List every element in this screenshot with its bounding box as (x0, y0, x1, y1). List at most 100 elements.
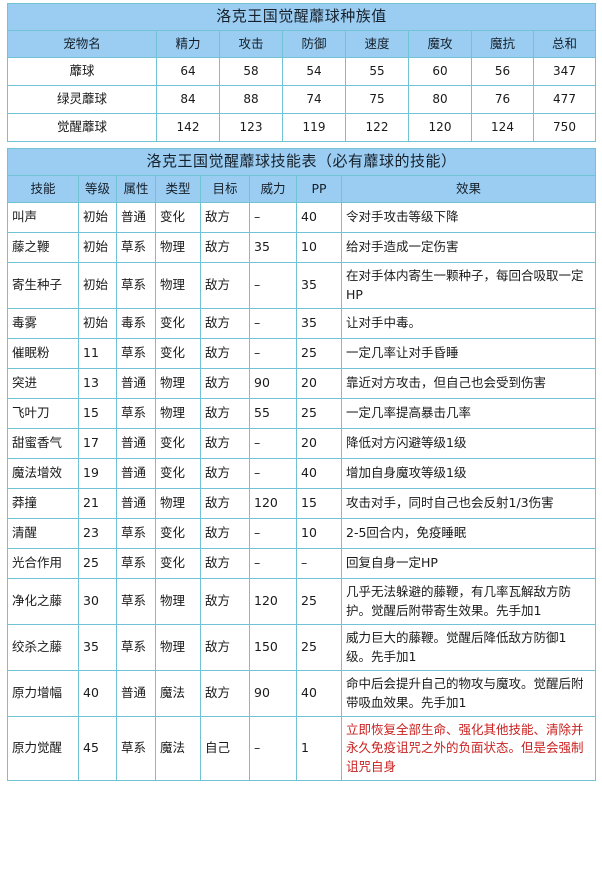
skill-pp: 10 (296, 518, 342, 549)
stat-total: 347 (532, 57, 597, 86)
skill-category: 物理 (155, 232, 201, 263)
skill-power: – (249, 518, 297, 549)
skill-name: 光合作用 (7, 548, 79, 579)
stat-atk: 88 (219, 85, 283, 114)
skill-level: 17 (78, 428, 117, 459)
skill-target: 敌方 (200, 398, 250, 429)
skill-element: 草系 (116, 716, 156, 781)
skill-target: 敌方 (200, 458, 250, 489)
skill-target: 敌方 (200, 368, 250, 399)
skills-col-element: 属性 (116, 175, 156, 203)
stat-spd: 55 (345, 57, 409, 86)
table-row: 光合作用 25 草系 变化 敌方 – – 回复自身一定HP (7, 548, 597, 579)
pet-name: 觉醒蘼球 (7, 113, 157, 142)
stats-col-spd: 速度 (345, 30, 409, 58)
skill-target: 敌方 (200, 670, 250, 717)
skill-target: 敌方 (200, 232, 250, 263)
skill-level: 45 (78, 716, 117, 781)
stat-matk: 120 (408, 113, 472, 142)
skill-category: 魔法 (155, 670, 201, 717)
skill-effect: 一定几率让对手昏睡 (340, 338, 597, 369)
skill-name: 飞叶刀 (7, 398, 79, 429)
skill-element: 普通 (116, 670, 156, 717)
skill-power: – (249, 308, 297, 339)
skill-level: 40 (78, 670, 117, 717)
table-row: 清醒 23 草系 变化 敌方 – 10 2-5回合内，免疫睡眠 (7, 518, 597, 549)
stats-col-hp: 精力 (156, 30, 220, 58)
skill-target: 敌方 (200, 338, 250, 369)
skill-category: 变化 (155, 548, 201, 579)
stat-def: 74 (282, 85, 346, 114)
skill-element: 草系 (116, 262, 156, 309)
skill-power: 90 (249, 368, 297, 399)
skill-pp: 25 (296, 338, 342, 369)
skill-element: 草系 (116, 398, 156, 429)
skill-level: 19 (78, 458, 117, 489)
skill-name: 叫声 (7, 202, 79, 233)
skill-element: 普通 (116, 428, 156, 459)
skill-pp: 20 (296, 428, 342, 459)
skills-table: 洛克王国觉醒蘼球技能表（必有蘼球的技能） 技能 等级 属性 类型 目标 威力 P… (6, 148, 597, 781)
skill-effect: 靠近对方攻击，但自己也会受到伤害 (340, 368, 597, 399)
skill-pp: 10 (296, 232, 342, 263)
table-row: 觉醒蘼球 142 123 119 122 120 124 750 (7, 113, 597, 142)
stat-spd: 122 (345, 113, 409, 142)
skill-name: 莽撞 (7, 488, 79, 519)
skill-level: 初始 (78, 308, 117, 339)
skill-power: 150 (249, 624, 297, 671)
skill-power: 55 (249, 398, 297, 429)
skill-element: 普通 (116, 488, 156, 519)
skills-col-power: 威力 (249, 175, 297, 203)
skill-power: – (249, 458, 297, 489)
stat-total: 750 (532, 113, 597, 142)
skill-effect: 立即恢复全部生命、强化其他技能、清除并永久免疫诅咒之外的负面状态。但是会强制诅咒… (340, 716, 597, 781)
stat-hp: 64 (156, 57, 220, 86)
skill-target: 敌方 (200, 262, 250, 309)
skill-name: 魔法增效 (7, 458, 79, 489)
stats-table-title: 洛克王国觉醒蘼球种族值 (6, 3, 597, 31)
table-row: 蘼球 64 58 54 55 60 56 347 (7, 57, 597, 86)
skill-effect: 回复自身一定HP (340, 548, 597, 579)
skill-category: 物理 (155, 488, 201, 519)
skill-pp: 1 (296, 716, 342, 781)
skill-target: 敌方 (200, 624, 250, 671)
skill-level: 初始 (78, 262, 117, 309)
skill-effect: 让对手中毒。 (340, 308, 597, 339)
skill-name: 绞杀之藤 (7, 624, 79, 671)
skill-target: 敌方 (200, 578, 250, 625)
skill-category: 物理 (155, 398, 201, 429)
table-row: 毒雾 初始 毒系 变化 敌方 – 35 让对手中毒。 (7, 308, 597, 339)
skill-name: 原力觉醒 (7, 716, 79, 781)
skill-power: – (249, 716, 297, 781)
skill-level: 15 (78, 398, 117, 429)
skill-effect: 命中后会提升自己的物攻与魔攻。觉醒后附带吸血效果。先手加1 (340, 670, 597, 717)
stats-col-atk: 攻击 (219, 30, 283, 58)
skill-power: – (249, 548, 297, 579)
stat-mdef: 124 (471, 113, 534, 142)
stat-mdef: 56 (471, 57, 534, 86)
stat-matk: 80 (408, 85, 472, 114)
skill-element: 普通 (116, 458, 156, 489)
skill-target: 敌方 (200, 308, 250, 339)
skill-target: 敌方 (200, 488, 250, 519)
skills-header-row: 技能 等级 属性 类型 目标 威力 PP 效果 (7, 175, 597, 203)
skills-col-category: 类型 (155, 175, 201, 203)
skill-power: – (249, 202, 297, 233)
skill-target: 敌方 (200, 202, 250, 233)
skill-pp: 40 (296, 458, 342, 489)
skill-power: 35 (249, 232, 297, 263)
skill-power: – (249, 428, 297, 459)
skills-col-effect: 效果 (340, 175, 597, 203)
stat-def: 119 (282, 113, 346, 142)
skill-pp: – (296, 548, 342, 579)
skill-name: 清醒 (7, 518, 79, 549)
skills-col-level: 等级 (78, 175, 117, 203)
skill-pp: 25 (296, 398, 342, 429)
skill-target: 敌方 (200, 428, 250, 459)
stat-total: 477 (532, 85, 597, 114)
stats-col-def: 防御 (282, 30, 346, 58)
table-row: 魔法增效 19 普通 变化 敌方 – 40 增加自身魔攻等级1级 (7, 458, 597, 489)
skill-effect: 几乎无法躲避的藤鞭，有几率瓦解敌方防护。觉醒后附带寄生效果。先手加1 (340, 578, 597, 625)
skill-pp: 20 (296, 368, 342, 399)
